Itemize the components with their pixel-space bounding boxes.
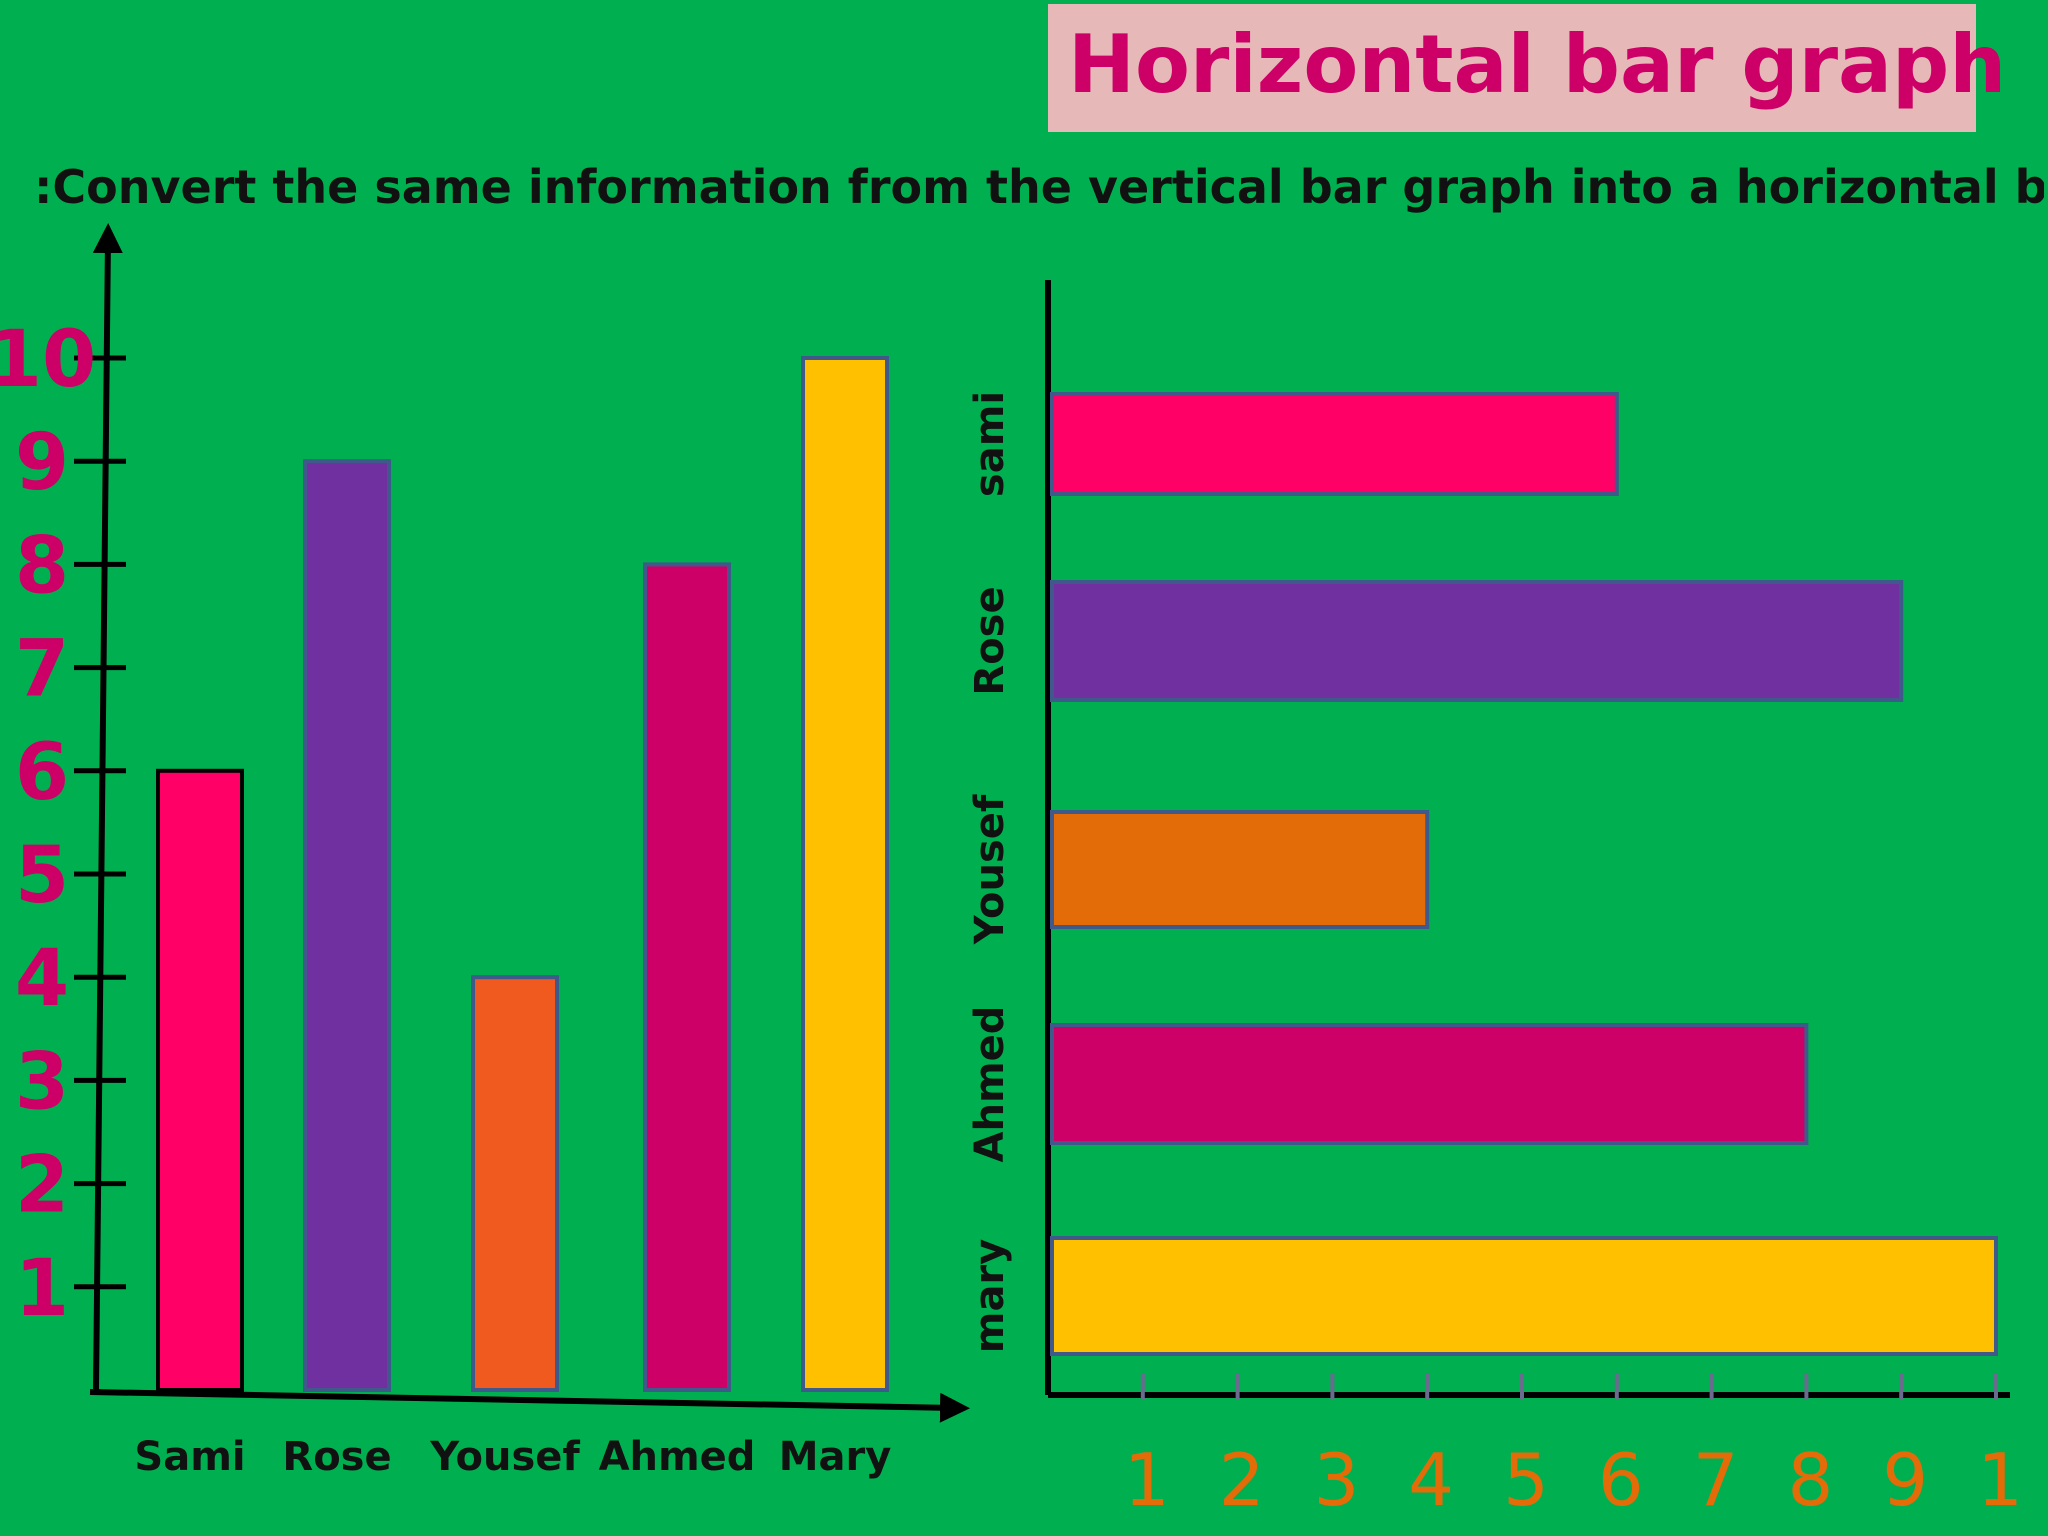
y-tick-label: 2 <box>15 1141 69 1231</box>
bar-sami <box>156 768 244 1392</box>
bar-ahmed <box>643 562 731 1392</box>
x-tick-label: 7 <box>1693 1438 1739 1522</box>
y-tick-label: 3 <box>15 1037 69 1127</box>
bar-mary <box>1050 1236 1998 1356</box>
y-axis <box>92 223 123 1391</box>
bar-yousef <box>471 975 559 1392</box>
x-tick-label: 8 <box>1787 1438 1833 1522</box>
category-label: Yousef <box>967 794 1013 945</box>
bar-rose <box>303 459 391 1392</box>
vertical-bar-chart: 1 2 3 4 5 6 7 8 9 10 Sami Rose Yousef Ahmed Mary <box>0 223 970 1480</box>
y-tick-label: 7 <box>15 625 69 715</box>
bar-yousef <box>1050 810 1430 929</box>
y-tick-label: 5 <box>15 831 69 921</box>
x-tick-label: 1 <box>1977 1438 2023 1522</box>
bar-mary <box>801 356 889 1392</box>
x-axis <box>89 1389 970 1423</box>
category-label: mary <box>967 1239 1013 1353</box>
y-tick-label: 6 <box>15 728 69 818</box>
y-tick-label: 4 <box>15 934 69 1024</box>
y-tick-label: 8 <box>15 521 69 611</box>
y-tick-label: 9 <box>15 418 69 508</box>
page-title: Horizontal bar graph <box>1068 18 2007 111</box>
x-tick-label: 5 <box>1503 1438 1549 1522</box>
category-label: Mary <box>779 1434 892 1480</box>
y-tick-label: 10 <box>0 315 96 405</box>
bar-ahmed <box>1050 1023 1809 1145</box>
title-box: Horizontal bar graph <box>1048 4 2006 132</box>
instruction-text: :Convert the same information from the v… <box>34 160 2044 214</box>
category-label: sami <box>967 391 1013 497</box>
x-tick-label: 4 <box>1408 1438 1454 1522</box>
category-label: Ahmed <box>967 1006 1013 1163</box>
x-tick-label: 1 <box>1124 1438 1170 1522</box>
category-label: Rose <box>282 1434 391 1480</box>
category-label: Rose <box>967 586 1013 695</box>
bar-sami <box>1050 392 1619 496</box>
x-tick-label: 3 <box>1313 1438 1359 1522</box>
category-label: Ahmed <box>599 1434 756 1480</box>
x-tick-label: 2 <box>1219 1438 1265 1522</box>
bar-rose <box>1050 580 1904 702</box>
x-tick-label: 9 <box>1882 1438 1928 1522</box>
y-tick-label: 1 <box>15 1244 69 1334</box>
x-tick-label: 6 <box>1598 1438 1644 1522</box>
category-label: Yousef <box>429 1434 580 1480</box>
category-label: Sami <box>134 1434 245 1480</box>
